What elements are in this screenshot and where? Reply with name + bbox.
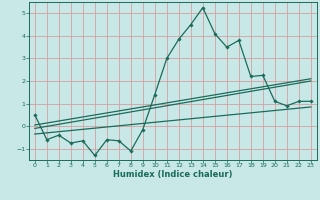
X-axis label: Humidex (Indice chaleur): Humidex (Indice chaleur) [113, 170, 233, 179]
